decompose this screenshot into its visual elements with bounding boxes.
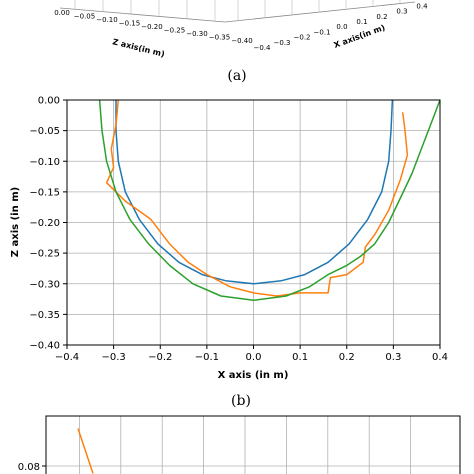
panel-b-x-tick-label: −0.3 [101, 352, 125, 363]
panel-b-chart: −0.4 −0.3 −0.2 −0.1 0.0 0.1 0.2 0.3 0.4 0.00 −0.0… [10, 96, 448, 410]
panel-a-z-tick-label: −0.25 [164, 27, 185, 35]
panel-a-z-tick-label: −0.30 [186, 30, 207, 38]
panel-a-3d-grid [59, 0, 416, 23]
panel-b-x-tick-label: 0.1 [292, 352, 308, 363]
panel-b-y-tick-label: −0.05 [29, 126, 60, 137]
panel-b-y-tick-label: −0.40 [29, 341, 60, 352]
panel-b-x-tick-label: 0.0 [246, 352, 262, 363]
panel-b-x-tick-label: 0.4 [432, 352, 448, 363]
panel-a-z-tick-label: −0.40 [231, 37, 252, 45]
panel-b-x-tick-label: 0.2 [339, 352, 355, 363]
panel-a-x-tick-label: −0.2 [294, 34, 311, 42]
panel-a-x-tick-label: −0.1 [314, 28, 331, 36]
panel-a-z-tick-label: −0.05 [74, 13, 95, 21]
caption-a: (a) [227, 68, 246, 84]
panel-b-x-tick-label: −0.1 [195, 352, 219, 363]
panel-a-x-tick-label: −0.4 [254, 44, 272, 52]
panel-b-x-tick-label: 0.3 [385, 352, 401, 363]
panel-b-y-tick-label: −0.35 [29, 310, 60, 321]
panel-a-z-tick-label: −0.35 [209, 34, 230, 42]
panel-b-y-tick-label: 0.00 [38, 96, 60, 107]
panel-b-y-tick-label: −0.15 [29, 187, 60, 198]
panel-c-chart: 0.08 [18, 415, 461, 474]
panel-b-series-2-line [105, 99, 409, 297]
panel-b-y-axis-label: Z axis (in m) [10, 187, 21, 257]
panel-c-series-1-line [77, 428, 94, 474]
panel-c-y-tick-label: 0.08 [18, 462, 40, 473]
panel-a-x-tick-label: 0.3 [396, 8, 407, 16]
panel-b-y-tick-label: −0.25 [29, 249, 60, 260]
panel-a-z-axis-label: Z axis(in m) [112, 37, 166, 59]
panel-b-y-tick-label: −0.20 [29, 218, 60, 229]
panel-a-z-tick-label: −0.15 [119, 20, 140, 28]
panel-b-y-ticks: 0.00 −0.05 −0.10 −0.15 −0.20 −0.25 −0.30 −0.35 −… [29, 96, 67, 352]
panel-a-x-tick-label: 0.0 [336, 23, 347, 31]
panel-b-x-ticks: −0.4 −0.3 −0.2 −0.1 0.0 0.1 0.2 0.3 0.4 [55, 345, 448, 363]
panel-a-x-tick-label: −0.3 [274, 39, 291, 47]
panel-a-x-tick-label: 0.4 [416, 2, 428, 10]
panel-b-series-3-line [98, 99, 441, 302]
panel-b-x-tick-label: −0.4 [55, 352, 79, 363]
panel-a-3d-plot: Z axis(in m) X axis(in m) 0.00 −0.05 −0.10… [54, 0, 428, 84]
panel-a-z-tick-label: −0.10 [96, 16, 117, 24]
panel-a-z-ticks: 0.00 −0.05 −0.10 −0.15 −0.20 −0.25 −0.30 −0.35−… [54, 9, 253, 45]
panel-b-x-tick-label: −0.2 [148, 352, 172, 363]
panel-a-box-edge [59, 1, 416, 23]
caption-b: (b) [231, 393, 251, 409]
panel-b-series-1-line [115, 99, 394, 285]
panel-b-series [98, 99, 441, 302]
panel-a-x-ticks: −0.4−0.3−0.2−0.1 0.0 0.1 0.2 0.3 0.4 [254, 2, 429, 52]
panel-c-frame [45, 415, 461, 474]
panel-a-x-tick-label: 0.2 [376, 13, 387, 21]
panel-c-grid [46, 416, 460, 474]
panel-a-z-tick-label: 0.00 [54, 9, 70, 17]
panel-b-grid [66, 99, 441, 346]
panel-c-series [77, 428, 94, 474]
panel-b-y-tick-label: −0.30 [29, 279, 60, 290]
panel-b-y-tick-label: −0.10 [29, 157, 60, 168]
panel-a-x-tick-label: 0.1 [356, 18, 367, 26]
panel-a-z-tick-label: −0.20 [141, 23, 162, 31]
panel-b-x-axis-label: X axis (in m) [218, 370, 289, 381]
